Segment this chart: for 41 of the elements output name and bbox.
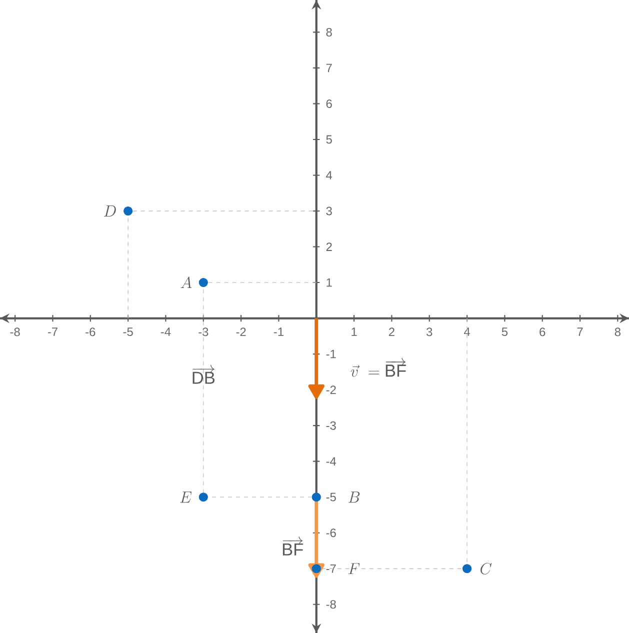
x-tick-label: 7 <box>577 328 583 336</box>
x-tick-label: 4 <box>464 328 470 336</box>
y-tick-label: -8 <box>326 600 336 609</box>
y-tick-label: 4 <box>326 171 332 180</box>
annotation: $D$ <box>104 206 116 216</box>
annotation: $E$ <box>180 492 192 503</box>
y-tick-label: -7 <box>326 564 336 573</box>
y-tick-label: -1 <box>326 350 336 358</box>
y-tick-label: 5 <box>326 135 332 144</box>
x-tick-label: 3 <box>426 328 432 336</box>
y-tick-label: -3 <box>326 421 336 430</box>
annotation: $A$ <box>180 276 192 288</box>
x-tick-label: -3 <box>198 328 208 336</box>
x-tick-label: -1 <box>274 328 284 336</box>
y-tick-label: 7 <box>326 64 332 72</box>
x-tick-label: 1 <box>352 328 357 336</box>
x-tick-label: -5 <box>123 328 133 336</box>
annotation: $\vec{v}\ = \overrightarrow{\mathrm{BF}}$ <box>350 358 406 377</box>
y-tick-label: 8 <box>326 28 332 36</box>
y-tick-label: 6 <box>326 99 332 108</box>
y-tick-label: -2 <box>326 386 336 394</box>
x-tick-label: 6 <box>540 328 546 336</box>
annotation: $B$ <box>348 492 360 503</box>
x-tick-label: 8 <box>614 328 621 336</box>
y-tick-label: -6 <box>326 528 336 538</box>
x-tick-label: -8 <box>10 328 20 336</box>
y-tick-label: 3 <box>326 206 332 216</box>
annotation: $\overrightarrow{\mathrm{DB}}$ <box>192 364 215 384</box>
x-tick-label: -4 <box>160 328 171 336</box>
y-tick-label: -4 <box>326 457 336 466</box>
x-tick-label: 2 <box>388 328 394 336</box>
x-tick-label: -7 <box>48 328 58 336</box>
x-tick-label: -6 <box>86 328 96 336</box>
annotation: $C$ <box>480 562 492 574</box>
y-tick-label: 1 <box>326 278 332 287</box>
y-tick-label: -5 <box>326 492 336 502</box>
annotation: $\overrightarrow{\mathrm{BF}}$ <box>282 536 303 556</box>
x-tick-label: 5 <box>502 328 508 336</box>
x-tick-label: -2 <box>236 328 246 336</box>
annotation: $F$ <box>348 563 360 574</box>
y-tick-label: 2 <box>326 242 332 251</box>
